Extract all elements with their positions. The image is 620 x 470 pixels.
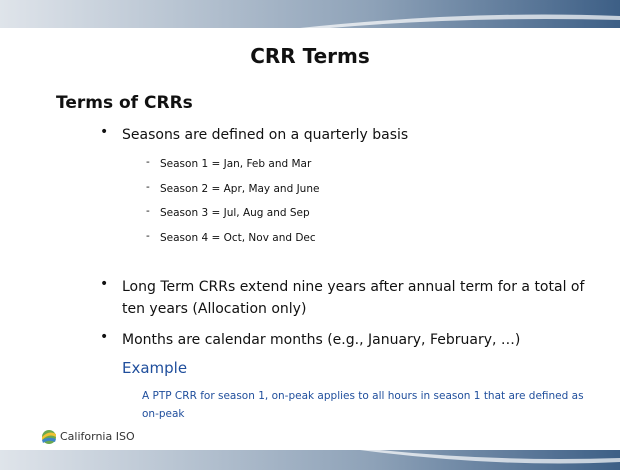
bullet-dot: • [100, 276, 109, 292]
logo-text: California ISO [60, 430, 135, 443]
bottom-swoosh [360, 450, 620, 464]
bullet-dot: • [100, 124, 109, 140]
bullet: Months are calendar months (e.g., Januar… [122, 332, 521, 348]
sub-dash: - [146, 181, 150, 193]
sub-bullet: Season 1 = Jan, Feb and Mar [160, 158, 312, 170]
sub-dash: - [146, 156, 150, 168]
bottom-banner [0, 450, 620, 470]
sub-dash: - [146, 205, 150, 217]
slide-title: CRR Terms [250, 44, 370, 68]
top-swoosh [300, 14, 620, 28]
example-text: A PTP CRR for season 1, on-peak applies … [142, 390, 584, 420]
sub-bullet: Season 3 = Jul, Aug and Sep [160, 207, 310, 219]
bullet-dot: • [100, 329, 109, 345]
top-banner [0, 0, 620, 28]
sub-bullet: Season 4 = Oct, Nov and Dec [160, 232, 316, 244]
section-heading: Terms of CRRs [56, 93, 193, 113]
sub-dash: - [146, 230, 150, 242]
sub-bullet: Season 2 = Apr, May and June [160, 183, 320, 195]
example-heading: Example [122, 359, 188, 377]
logo-icon [42, 430, 56, 444]
bullet: Long Term CRRs extend nine years after a… [122, 279, 585, 317]
bullet: Seasons are defined on a quarterly basis [122, 127, 409, 143]
